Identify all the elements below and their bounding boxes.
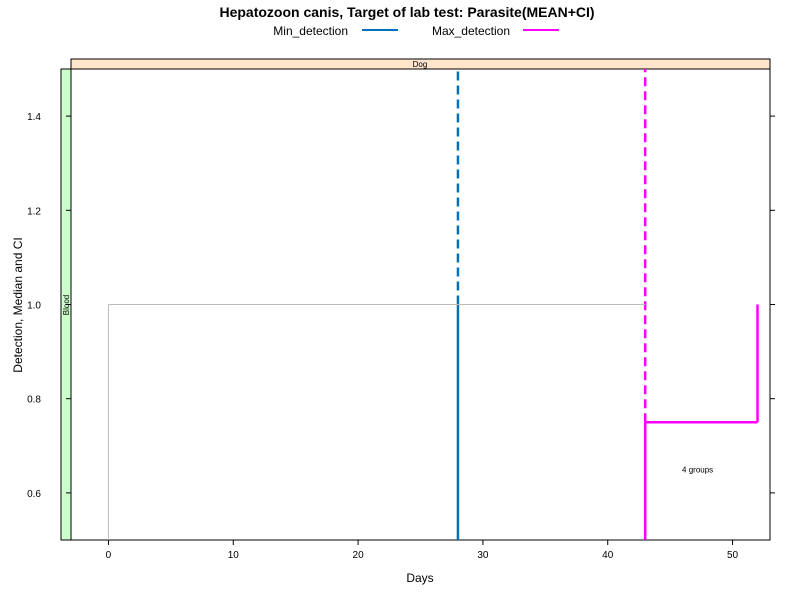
y-axis-title: Detection, Median and CI bbox=[11, 237, 25, 372]
strip-top-label: Dog bbox=[413, 60, 428, 69]
x-axis-title: Days bbox=[406, 571, 433, 585]
y-tick-label: 0.6 bbox=[27, 489, 41, 500]
chart-marks: 4 groups bbox=[107, 69, 759, 540]
legend: Min_detection Max_detection bbox=[273, 24, 559, 38]
chart-title: Hepatozoon canis, Target of lab test: Pa… bbox=[219, 4, 594, 20]
x-tick-label: 40 bbox=[602, 550, 614, 561]
x-tick-label: 30 bbox=[477, 550, 489, 561]
y-tick-label: 0.8 bbox=[27, 395, 41, 406]
x-tick-label: 50 bbox=[727, 550, 739, 561]
y-tick-label: 1.4 bbox=[27, 112, 41, 123]
axis-ticks: 0 10 20 30 40 50 0.6 0.8 1.0 1.2 1.4 bbox=[27, 112, 775, 561]
legend-label-max: Max_detection bbox=[432, 24, 510, 38]
y-tick-label: 1.0 bbox=[27, 301, 41, 312]
x-tick-label: 20 bbox=[353, 550, 365, 561]
legend-label-min: Min_detection bbox=[273, 24, 348, 38]
annotation-label: 4 groups bbox=[682, 465, 713, 474]
x-tick-label: 0 bbox=[106, 550, 112, 561]
x-tick-label: 10 bbox=[228, 550, 240, 561]
y-tick-label: 1.2 bbox=[27, 206, 41, 217]
